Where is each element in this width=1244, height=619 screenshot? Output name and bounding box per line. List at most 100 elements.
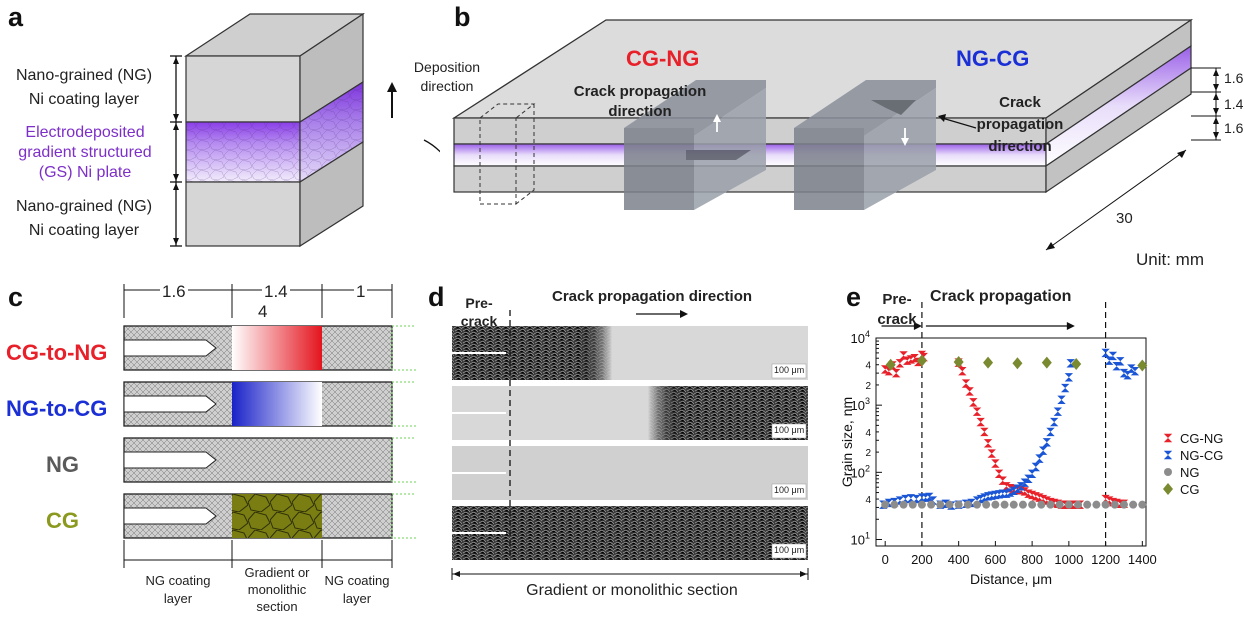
panel-a-gs-layer-label: Electrodeposited gradient structured (GS) … bbox=[18, 124, 152, 181]
point-ng-cg bbox=[1064, 373, 1074, 382]
point-ng bbox=[954, 500, 963, 509]
d-scalebar-4: 100 μm bbox=[774, 545, 805, 555]
d-crack-direction-label: Crack propagation direction bbox=[552, 288, 753, 305]
point-ng bbox=[1046, 500, 1055, 509]
panel-d-micrographs bbox=[451, 310, 809, 580]
point-cg bbox=[1041, 356, 1052, 369]
point-ng bbox=[1000, 500, 1009, 509]
dim-c-1: 1 bbox=[354, 282, 368, 302]
cg-ng-label: CG-NG bbox=[626, 46, 700, 71]
point-ng bbox=[1037, 500, 1046, 509]
legend-label-cg-ng: CG-NG bbox=[1180, 431, 1223, 446]
point-ng bbox=[1110, 500, 1119, 509]
d-bottom-label: Gradient or monolithic section bbox=[526, 582, 738, 599]
point-ng bbox=[908, 500, 917, 509]
point-cg bbox=[916, 354, 927, 367]
point-ng-cg bbox=[1057, 395, 1066, 405]
point-ng bbox=[936, 500, 945, 509]
x-tick-label: 800 bbox=[1021, 552, 1043, 567]
point-ng-cg bbox=[994, 490, 1004, 499]
ng-cg-label: NG-CG bbox=[956, 46, 1030, 71]
row-ng-to-cg bbox=[123, 381, 416, 427]
point-cg-ng bbox=[1031, 492, 1040, 501]
point-ng-cg bbox=[1042, 438, 1052, 447]
y-minor-label: 4 bbox=[865, 495, 871, 506]
crack-direction-left-label: Crack propagation direction bbox=[573, 83, 707, 120]
point-ng-cg bbox=[1060, 383, 1070, 393]
y-minor-label: 2 bbox=[865, 448, 871, 459]
point-cg-ng bbox=[895, 359, 905, 368]
d-scalebar-3: 100 μm bbox=[774, 485, 805, 495]
point-ng-cg bbox=[1112, 362, 1121, 371]
point-ng bbox=[1018, 500, 1027, 509]
dim-c-1-6: 1.6 bbox=[160, 282, 188, 302]
point-cg-ng bbox=[899, 351, 908, 360]
legend-marker-cg-ng bbox=[1163, 433, 1173, 443]
length-30-label: 30 bbox=[1116, 210, 1133, 227]
point-ng-cg bbox=[1049, 417, 1059, 427]
grain-size-chart: 0 200 400 600 800 1000 1200 1400101102103104244… bbox=[840, 302, 1223, 587]
point-ng-cg bbox=[1130, 367, 1140, 376]
point-cg bbox=[983, 356, 994, 369]
point-ng bbox=[973, 500, 982, 509]
y-minor-label: 4 bbox=[865, 428, 871, 439]
x-tick-label: 1200 bbox=[1091, 552, 1120, 567]
d-scalebar-1: 100 μm bbox=[774, 365, 805, 375]
point-ng bbox=[1101, 500, 1110, 509]
x-tick-label: 1400 bbox=[1128, 552, 1157, 567]
point-ng-cg bbox=[991, 490, 1000, 500]
point-cg bbox=[953, 355, 964, 368]
point-ng bbox=[881, 500, 890, 509]
e-precrack-label: Pre-crack bbox=[877, 291, 917, 328]
point-cg-ng bbox=[958, 367, 967, 376]
point-cg bbox=[885, 358, 896, 371]
panel-label-b: b bbox=[454, 2, 471, 32]
point-ng-cg bbox=[1027, 469, 1037, 479]
legend-marker-ng bbox=[1164, 468, 1172, 476]
point-cg-ng bbox=[1116, 499, 1125, 508]
dim-top-1-6: 1.6 bbox=[1224, 70, 1244, 86]
point-ng bbox=[1064, 500, 1073, 509]
row-label-ng: NG bbox=[46, 452, 79, 477]
point-ng bbox=[1055, 500, 1064, 509]
x-axis-label: Distance, μm bbox=[970, 571, 1052, 587]
legend-label-ng-cg: NG-CG bbox=[1180, 448, 1223, 463]
point-cg bbox=[1071, 358, 1082, 371]
point-cg-ng bbox=[972, 407, 982, 416]
point-cg-ng bbox=[892, 368, 901, 378]
point-cg-ng bbox=[965, 387, 974, 396]
point-ng bbox=[927, 500, 936, 509]
point-cg-ng bbox=[987, 449, 996, 458]
point-ng bbox=[1119, 500, 1128, 509]
unit-label: Unit: mm bbox=[1136, 250, 1204, 269]
point-ng bbox=[1028, 500, 1037, 509]
point-cg-ng bbox=[961, 379, 971, 388]
point-ng bbox=[917, 500, 926, 509]
d-precrack-label: Pre-crack bbox=[460, 295, 498, 329]
legend-marker-cg bbox=[1163, 483, 1173, 495]
point-cg-ng bbox=[1075, 500, 1085, 509]
crack-arrow-head bbox=[1066, 322, 1075, 330]
row-cg-to-ng bbox=[123, 325, 416, 371]
d-scalebar-2: 100 μm bbox=[774, 425, 805, 435]
point-ng bbox=[899, 500, 908, 509]
point-ng bbox=[1138, 500, 1147, 509]
e-crack-propagation-label: Crack propagation bbox=[930, 288, 1072, 305]
row-label-cg-to-ng: CG-to-NG bbox=[6, 340, 108, 365]
point-cg-ng bbox=[1020, 487, 1029, 496]
x-tick-label: 0 bbox=[882, 552, 889, 567]
y-tick-label: 104 bbox=[851, 329, 870, 346]
row-ng bbox=[123, 437, 416, 483]
point-ng bbox=[982, 500, 991, 509]
crack-direction-right-label: Crack propagation direction bbox=[976, 94, 1064, 155]
x-tick-label: 400 bbox=[948, 552, 970, 567]
point-cg-ng bbox=[983, 439, 993, 448]
point-ng bbox=[945, 500, 954, 509]
point-ng bbox=[1009, 500, 1018, 509]
point-cg-ng bbox=[969, 398, 978, 407]
point-cg bbox=[1012, 357, 1023, 370]
y-tick-label: 101 bbox=[851, 530, 870, 547]
point-ng-cg bbox=[1031, 462, 1040, 472]
c-bottom-label-right: NG coating layer bbox=[324, 573, 390, 606]
point-cg-ng bbox=[980, 427, 989, 437]
